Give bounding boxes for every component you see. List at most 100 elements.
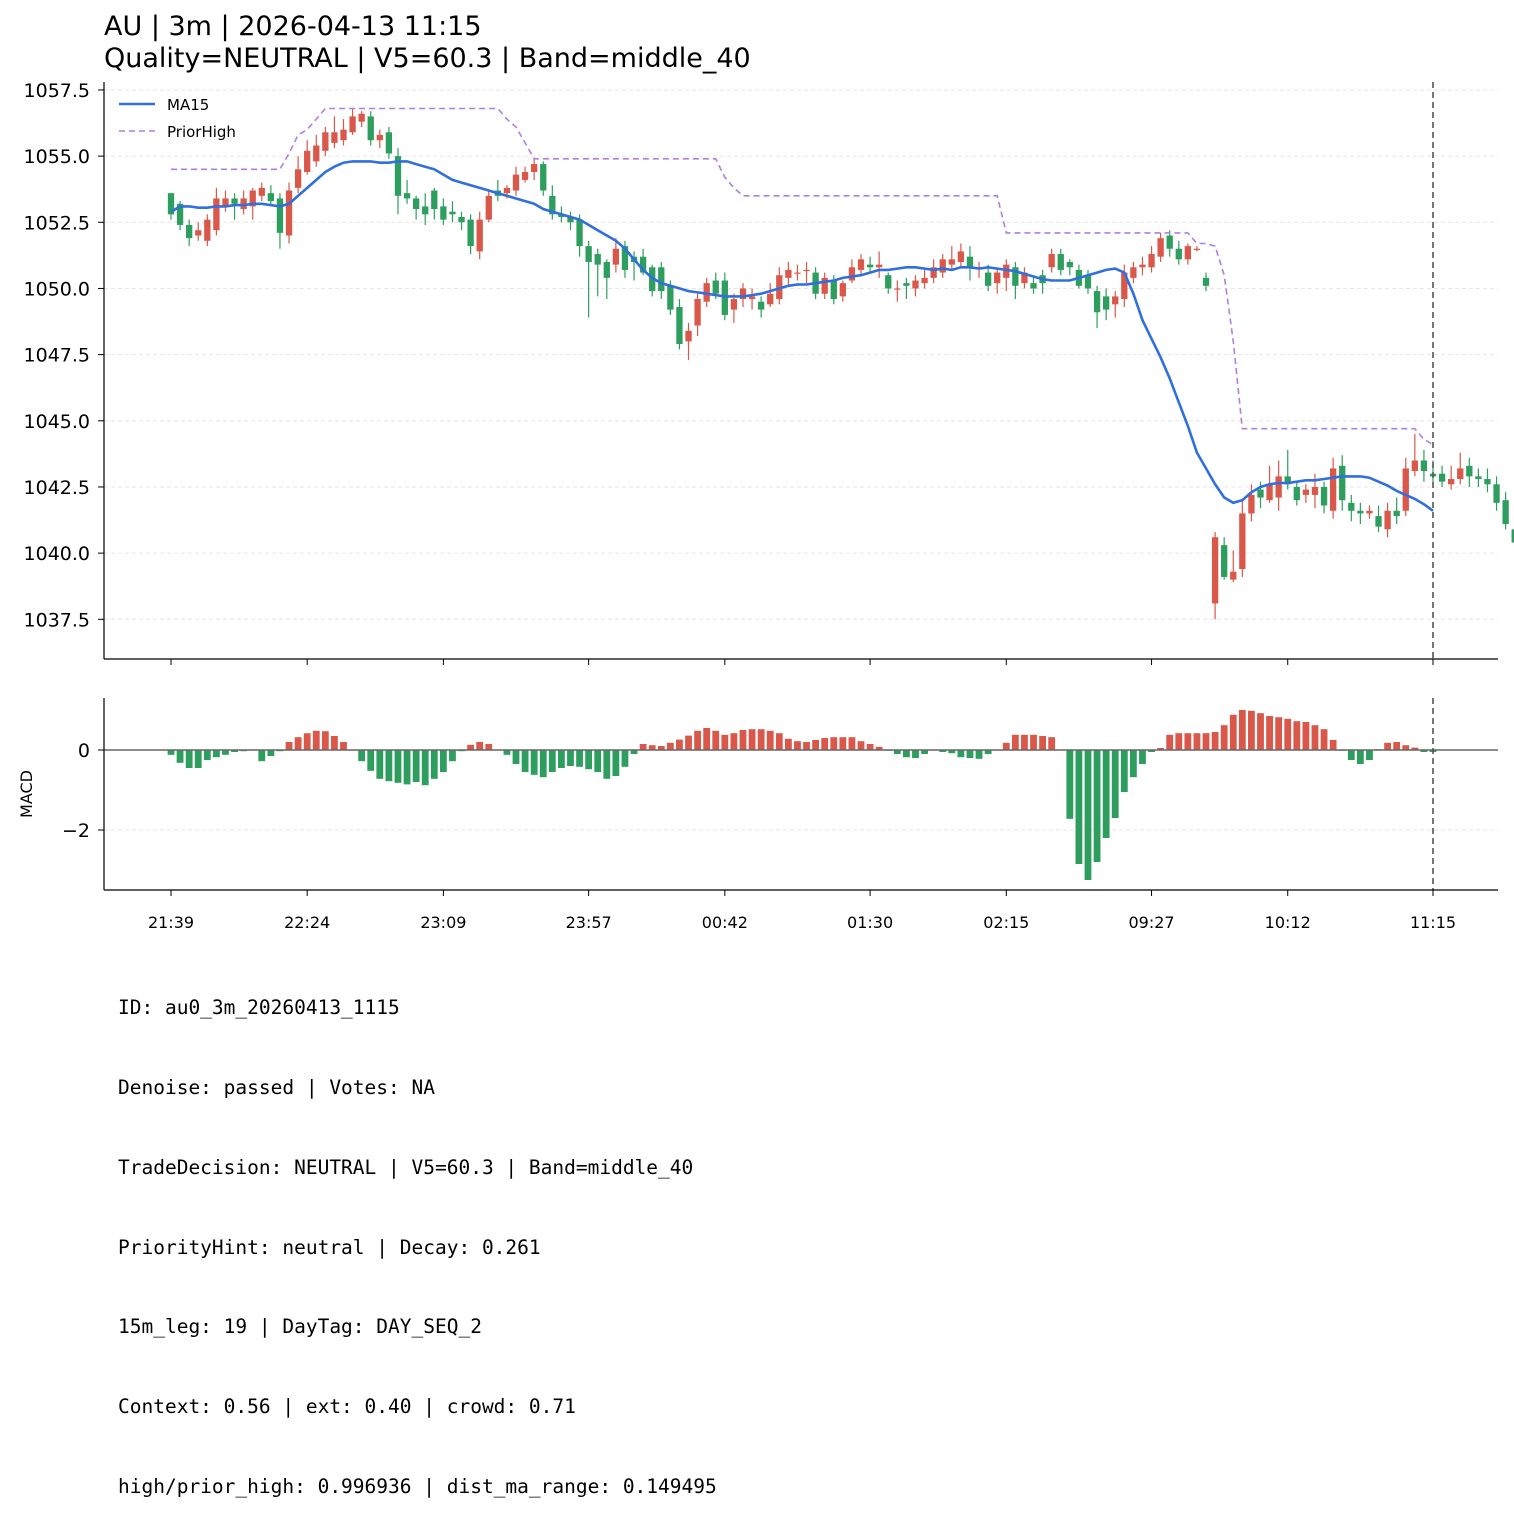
candle-body — [376, 134, 383, 141]
candle-body — [767, 293, 774, 305]
macd-bar — [367, 750, 375, 771]
candle-body — [540, 164, 547, 191]
macd-bar — [1102, 750, 1110, 838]
candle-body — [1230, 571, 1237, 580]
candle-body — [485, 195, 492, 220]
candle-body — [1093, 291, 1101, 313]
macd-bar — [657, 746, 665, 750]
macd-bar — [385, 750, 393, 782]
macd-bar — [630, 750, 638, 754]
candle-body — [1266, 484, 1273, 501]
macd-bar — [794, 741, 801, 750]
candle-body — [1202, 277, 1210, 286]
candle-body — [1184, 246, 1192, 260]
macd-bar — [1393, 742, 1401, 750]
candle-body — [176, 203, 184, 225]
macd-bar — [703, 728, 711, 750]
macd-bar — [203, 750, 211, 760]
macd-bar — [1411, 747, 1419, 750]
candle-body — [785, 269, 792, 278]
macd-bar — [757, 729, 765, 750]
candle-body — [939, 259, 946, 273]
macd-bar — [485, 744, 493, 750]
candle-body — [349, 116, 356, 133]
candle-body — [603, 261, 610, 278]
candle-body — [304, 150, 311, 172]
candle-body — [167, 193, 175, 215]
candle-body — [1293, 486, 1300, 501]
macd-bar — [1402, 745, 1410, 750]
macd-bar — [912, 750, 919, 758]
candle-body — [422, 206, 429, 215]
macd-bar — [185, 750, 193, 768]
candle-body — [1339, 465, 1346, 501]
candle-body — [885, 275, 892, 289]
price-tick-label: 1047.5 — [24, 345, 90, 367]
candle-body — [1320, 486, 1328, 506]
candle-body — [258, 187, 265, 196]
macd-bar — [394, 750, 402, 783]
macd-bar — [521, 750, 529, 772]
candle-body — [612, 248, 620, 265]
macd-bar — [1184, 733, 1192, 750]
candle-body — [1357, 510, 1364, 514]
candle-body — [1275, 476, 1282, 498]
macd-bar — [848, 737, 856, 750]
prior-high-line — [171, 107, 1434, 446]
time-tick-label: 01:30 — [847, 913, 893, 932]
time-tick-label: 23:57 — [566, 913, 612, 932]
candle-body — [322, 132, 329, 151]
macd-bar — [403, 750, 411, 785]
candle-body — [957, 251, 965, 262]
candle-body — [1175, 248, 1182, 260]
macd-bar — [676, 739, 683, 750]
time-tick-label: 09:27 — [1128, 913, 1174, 932]
macd-bar — [1238, 710, 1246, 750]
candle-body — [1166, 235, 1173, 249]
macd-bar — [957, 750, 965, 758]
candle-body — [440, 206, 447, 220]
candle-body — [1221, 545, 1228, 577]
macd-bar — [975, 750, 983, 759]
macd-bar — [258, 750, 266, 762]
macd-bar — [939, 750, 947, 752]
macd-bar — [921, 750, 928, 754]
candle-body — [267, 193, 275, 202]
candle-body — [1130, 267, 1137, 278]
candle-body — [948, 259, 955, 265]
candle-body — [1248, 494, 1255, 514]
macd-bar — [1347, 750, 1355, 760]
macd-bar — [376, 750, 384, 779]
macd-bar — [1030, 734, 1037, 750]
candle-body — [694, 299, 701, 326]
candle-body — [1302, 489, 1310, 495]
macd-bar — [1266, 716, 1273, 750]
macd-bar — [1293, 721, 1301, 750]
candle-body — [1438, 473, 1446, 482]
candle-body — [748, 296, 756, 300]
candle-body — [894, 288, 901, 290]
macd-bar — [449, 750, 456, 762]
macd-tick-label: −2 — [62, 820, 90, 842]
macd-bar — [558, 750, 565, 768]
candle-body — [1375, 516, 1382, 527]
candle-body — [866, 264, 874, 268]
macd-bar — [1420, 750, 1428, 752]
time-tick-label: 10:12 — [1265, 913, 1311, 932]
candle-body — [1284, 476, 1291, 485]
candle-body — [1366, 510, 1373, 514]
candle-body — [531, 164, 538, 172]
candle-body — [1121, 272, 1128, 300]
candle-body — [231, 198, 238, 204]
candle-body — [984, 272, 992, 286]
candle-body — [1048, 254, 1055, 268]
macd-bar — [331, 736, 338, 750]
info-line-priority: PriorityHint: neutral | Decay: 0.261 — [118, 1235, 541, 1259]
candle-body — [222, 198, 229, 207]
price-tick-label: 1057.5 — [24, 80, 90, 102]
macd-bar — [830, 737, 838, 750]
candle-body — [331, 132, 338, 143]
candle-body — [1448, 479, 1455, 485]
candle-body — [394, 156, 402, 196]
macd-bar — [1356, 750, 1364, 764]
